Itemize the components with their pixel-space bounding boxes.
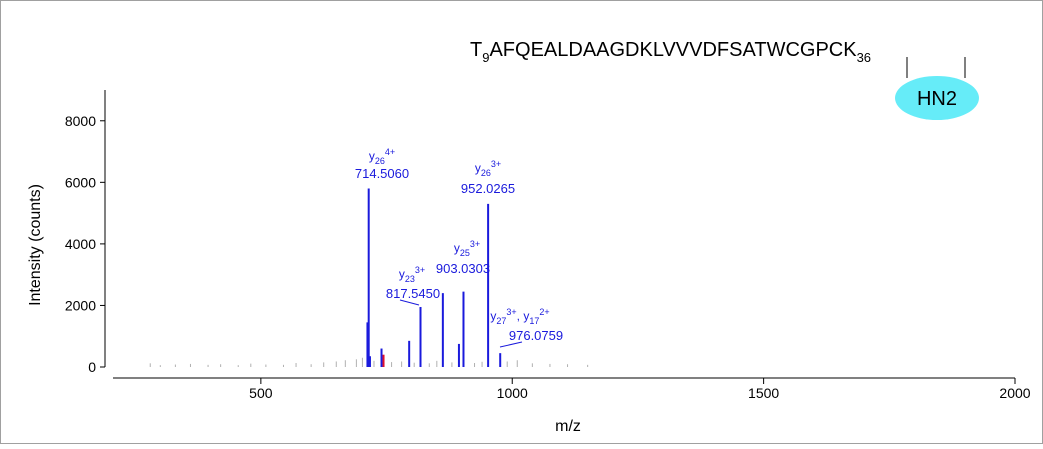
subscript: 9 — [482, 50, 489, 65]
subscript: 26 — [375, 156, 385, 166]
supscript: 3+ — [415, 265, 425, 275]
subscript: 36 — [857, 50, 871, 65]
subscript: 27 — [496, 316, 506, 326]
mz-label: 976.0759 — [509, 328, 563, 343]
modification-badge — [895, 76, 979, 120]
ion-label: y263+ — [475, 159, 501, 178]
leader-line — [499, 341, 523, 348]
x-tick-label: 1000 — [497, 385, 528, 401]
supscript: 3+ — [470, 239, 480, 249]
leader-line — [399, 299, 420, 306]
supscript: 3+ — [506, 307, 516, 317]
mz-label: 903.0303 — [436, 261, 490, 276]
mz-label: 817.5450 — [386, 286, 440, 301]
text-part: y — [454, 241, 460, 255]
ion-label: y273+, y172+ — [490, 307, 549, 326]
x-axis-label: m/z — [555, 418, 581, 435]
mz-label: 952.0265 — [461, 181, 515, 196]
text-part: y — [490, 309, 496, 323]
ion-label: y264+ — [369, 147, 395, 166]
text-part: y — [369, 149, 375, 163]
subscript: 26 — [481, 168, 491, 178]
y-axis-label: Intensity (counts) — [27, 184, 44, 306]
y-tick-label: 2000 — [65, 297, 96, 313]
text-part: y — [475, 161, 481, 175]
modification-label: HN2 — [917, 88, 957, 110]
x-tick-label: 500 — [249, 385, 273, 401]
text-part: , y — [517, 309, 530, 323]
supscript: 2+ — [539, 307, 549, 317]
peptide-sequence: T9AFQEALDAAGDKLVVVDFSATWCGPCK36 — [470, 39, 871, 65]
ion-label: y253+ — [454, 239, 480, 258]
y-tick-label: 8000 — [65, 113, 96, 129]
text-part: T — [470, 39, 482, 61]
ion-label: y233+ — [399, 265, 425, 284]
mz-label: 714.5060 — [355, 166, 409, 181]
supscript: 3+ — [491, 159, 501, 169]
subscript: 25 — [460, 248, 470, 258]
x-tick-label: 2000 — [999, 385, 1030, 401]
subscript: 17 — [529, 316, 539, 326]
text-part: y — [399, 267, 405, 281]
x-tick-label: 1500 — [748, 385, 779, 401]
y-tick-label: 6000 — [65, 174, 96, 190]
supscript: 4+ — [385, 147, 395, 157]
text-part: AFQEALDAAGDKLVVVDFSATWCGPCK — [489, 39, 857, 61]
y-tick-label: 0 — [88, 359, 96, 375]
subscript: 23 — [405, 274, 415, 284]
y-tick-label: 4000 — [65, 236, 96, 252]
